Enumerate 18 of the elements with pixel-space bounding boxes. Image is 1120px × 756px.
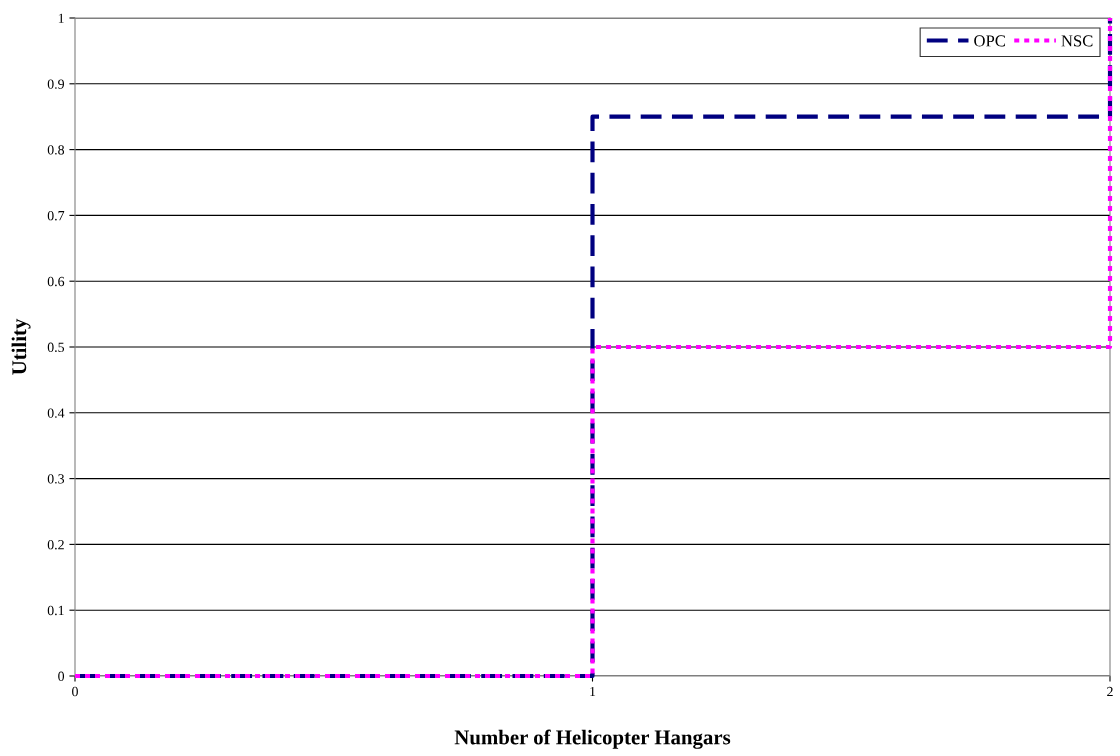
- y-tick-label: 0.1: [47, 605, 64, 616]
- y-axis-title: Utility: [11, 318, 31, 375]
- x-axis-title: Number of Helicopter Hangars: [454, 729, 731, 749]
- legend-label: NSC: [1061, 35, 1093, 47]
- y-tick-label: 0.7: [47, 210, 65, 221]
- x-tick-label: 2: [1107, 686, 1113, 697]
- y-tick-label: 0.6: [47, 276, 65, 287]
- y-tick-label: 0.9: [47, 79, 65, 89]
- y-tick-label: 0.8: [47, 145, 65, 155]
- y-tick-label: 0.4: [47, 408, 65, 418]
- y-tick-label: 1: [58, 13, 64, 23]
- x-tick-label: 0: [72, 686, 78, 697]
- y-tick-label: 0.3: [47, 474, 65, 484]
- x-tick-label: 1: [590, 686, 596, 697]
- y-tick-label: 0.5: [47, 342, 65, 353]
- y-tick-label: 0.2: [47, 539, 64, 550]
- legend-label: OPC: [974, 35, 1005, 47]
- y-tick-label: 0: [58, 671, 65, 681]
